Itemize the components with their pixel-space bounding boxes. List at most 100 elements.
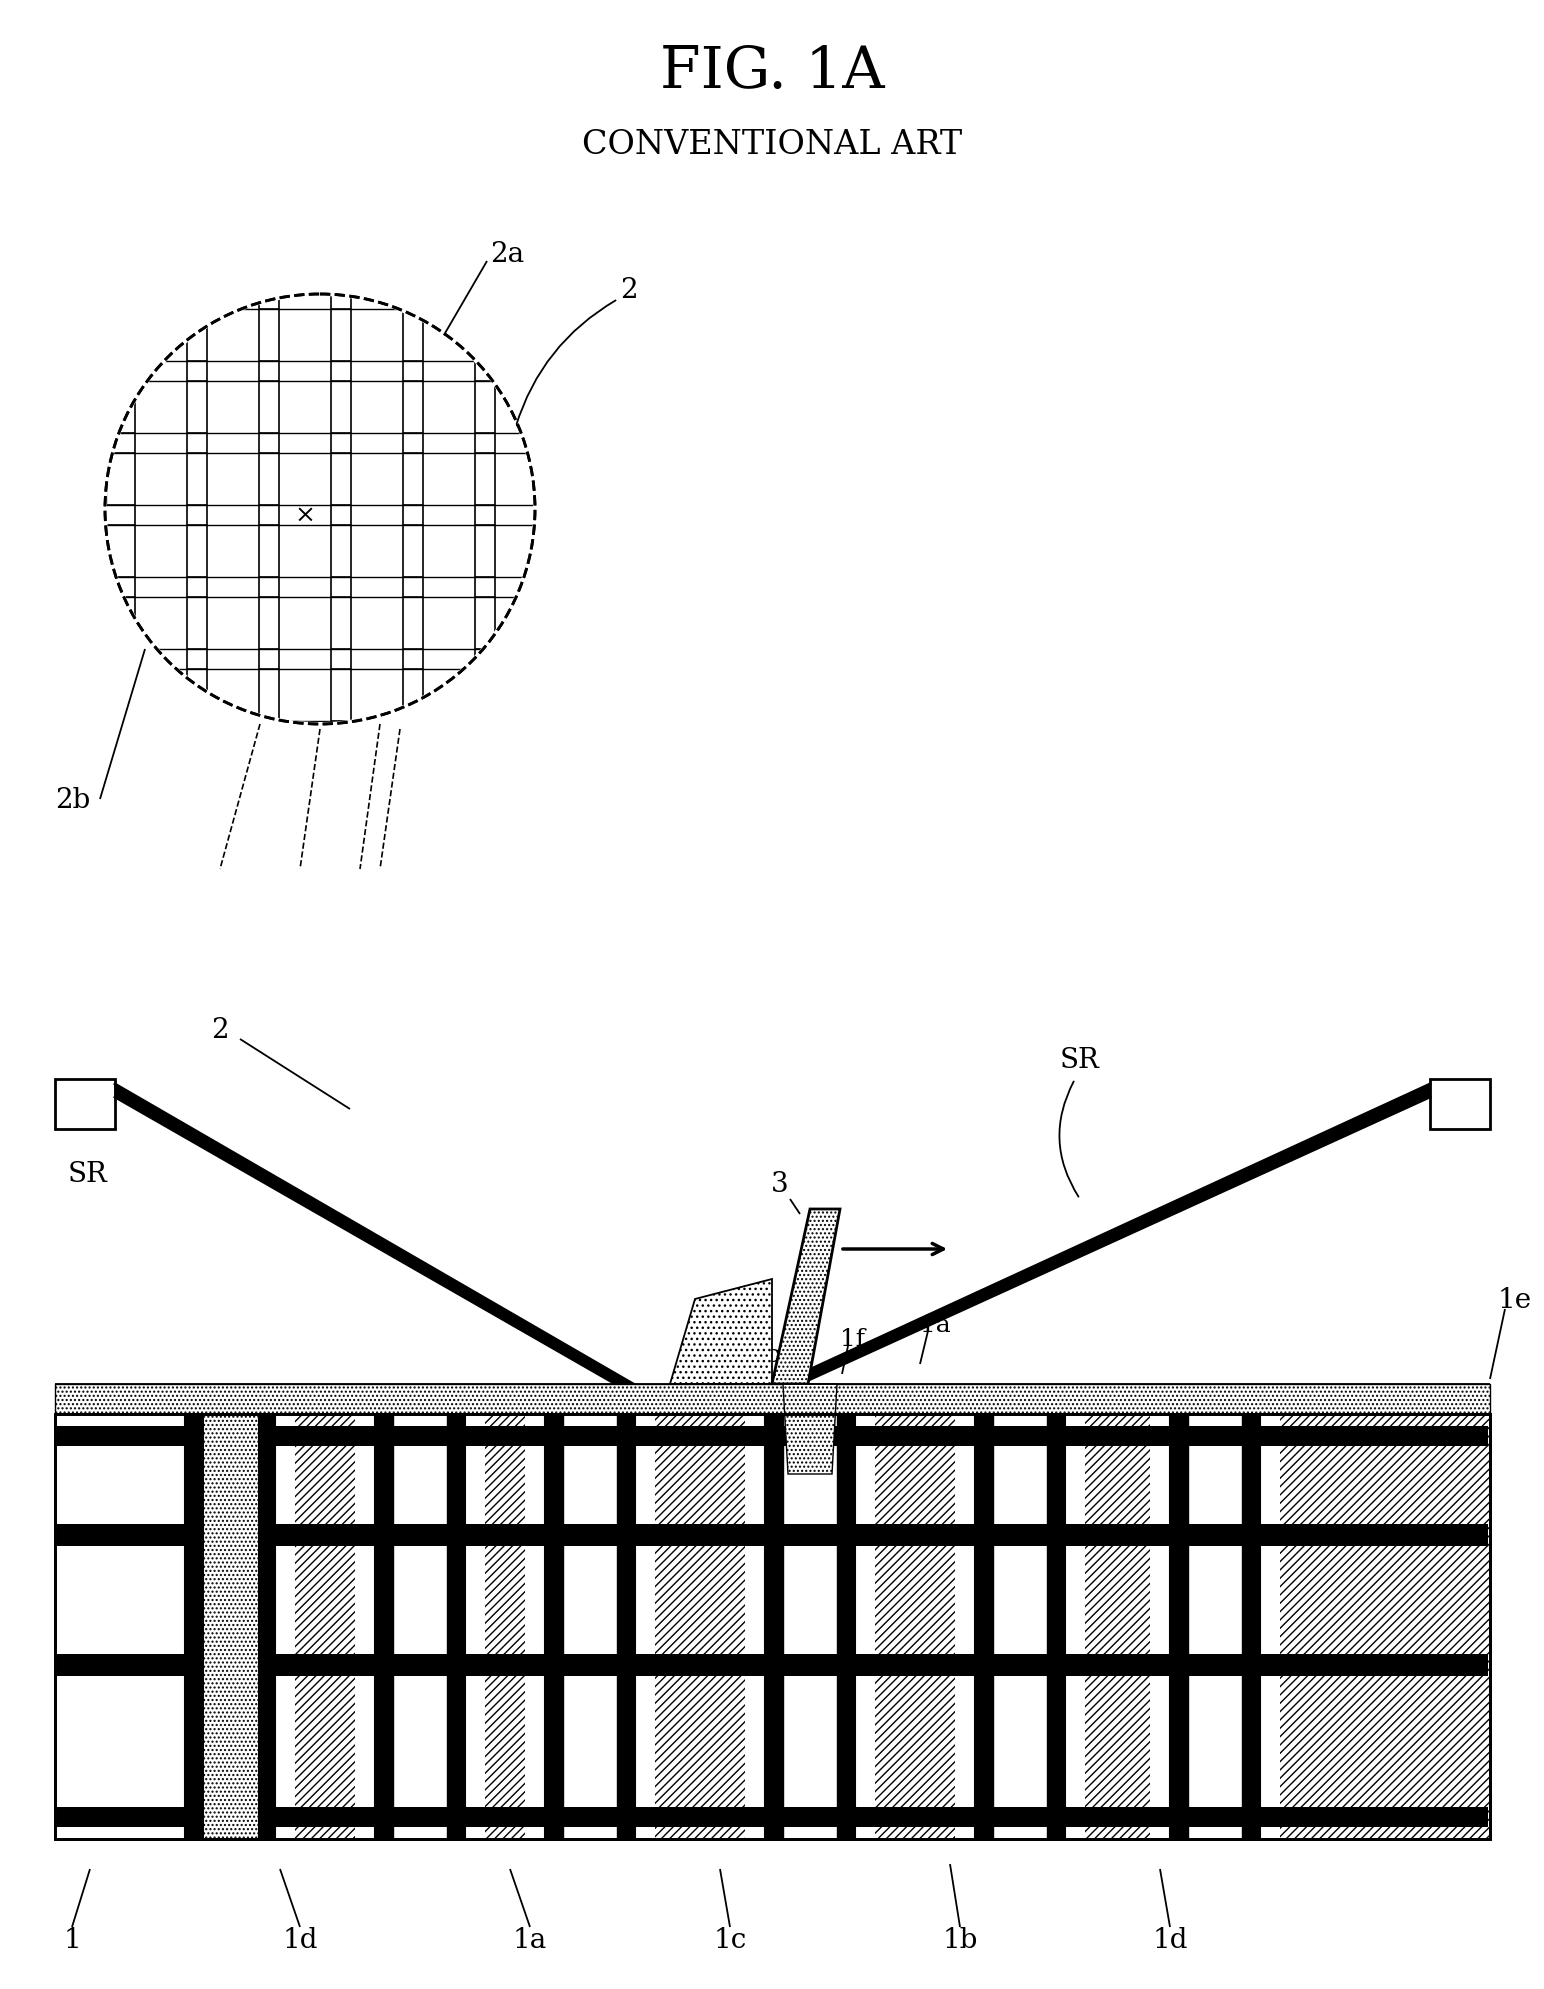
Bar bbox=[1150, 1655, 1282, 1677]
Bar bbox=[375, 1414, 394, 1840]
Bar bbox=[837, 1414, 855, 1840]
Bar bbox=[1047, 1414, 1065, 1840]
Text: 3: 3 bbox=[770, 1172, 789, 1197]
Bar bbox=[107, 453, 534, 505]
Polygon shape bbox=[679, 1084, 1430, 1422]
Text: 1: 1 bbox=[63, 1925, 80, 1953]
Bar bbox=[1430, 1080, 1490, 1130]
Bar bbox=[202, 1414, 258, 1840]
Bar bbox=[107, 599, 534, 650]
Text: 1c: 1c bbox=[750, 1343, 780, 1366]
Bar bbox=[764, 1414, 783, 1840]
Text: 1d: 1d bbox=[1152, 1925, 1187, 1953]
Bar bbox=[56, 1080, 114, 1130]
Bar bbox=[107, 310, 534, 362]
Bar bbox=[355, 1414, 485, 1840]
Bar bbox=[746, 1655, 875, 1677]
Bar bbox=[746, 1426, 875, 1446]
Bar bbox=[107, 670, 534, 722]
Bar bbox=[107, 525, 534, 577]
Bar bbox=[56, 1414, 1490, 1840]
Text: SR: SR bbox=[68, 1162, 108, 1187]
Polygon shape bbox=[772, 1209, 840, 1384]
Bar bbox=[56, 1384, 1490, 1414]
Bar bbox=[956, 1524, 1085, 1545]
Bar bbox=[746, 1808, 875, 1828]
Bar bbox=[423, 296, 476, 724]
Bar bbox=[448, 1414, 465, 1840]
Polygon shape bbox=[783, 1384, 837, 1474]
Text: 1c: 1c bbox=[713, 1925, 747, 1953]
Text: 1b: 1b bbox=[942, 1925, 977, 1953]
Bar bbox=[525, 1414, 655, 1840]
Text: 1d: 1d bbox=[283, 1925, 318, 1953]
Bar bbox=[57, 1524, 1488, 1545]
Text: 2b: 2b bbox=[56, 786, 90, 814]
Text: 2: 2 bbox=[212, 1016, 229, 1042]
Bar bbox=[207, 296, 259, 724]
Bar bbox=[525, 1655, 656, 1677]
Bar bbox=[746, 1524, 875, 1545]
Bar bbox=[165, 1414, 295, 1840]
Bar bbox=[1150, 1524, 1282, 1545]
Bar bbox=[1150, 1414, 1280, 1840]
Bar bbox=[56, 1384, 679, 1414]
Bar bbox=[165, 1655, 296, 1677]
Bar bbox=[746, 1414, 875, 1840]
Bar bbox=[525, 1524, 656, 1545]
Text: FIG. 1A: FIG. 1A bbox=[659, 44, 885, 99]
Bar bbox=[974, 1414, 993, 1840]
Bar bbox=[202, 1414, 258, 1840]
Bar bbox=[185, 1414, 202, 1840]
Bar bbox=[1170, 1414, 1187, 1840]
Bar bbox=[496, 296, 547, 724]
Text: ×: × bbox=[295, 503, 315, 527]
Circle shape bbox=[107, 296, 533, 722]
Bar bbox=[165, 1808, 296, 1828]
Bar bbox=[56, 1414, 185, 1840]
Text: 1a: 1a bbox=[920, 1313, 951, 1337]
Bar bbox=[355, 1655, 486, 1677]
Bar bbox=[107, 453, 534, 505]
Bar bbox=[783, 1414, 838, 1840]
Bar bbox=[355, 1524, 486, 1545]
Bar bbox=[618, 1414, 635, 1840]
Bar bbox=[57, 1655, 1488, 1677]
Bar bbox=[525, 1426, 656, 1446]
Bar bbox=[1150, 1426, 1282, 1446]
Bar bbox=[956, 1655, 1085, 1677]
Polygon shape bbox=[670, 1279, 772, 1384]
Bar bbox=[993, 1414, 1048, 1840]
Bar bbox=[525, 1808, 656, 1828]
Bar bbox=[57, 1426, 1488, 1446]
Text: 2a: 2a bbox=[489, 241, 523, 269]
Bar bbox=[956, 1808, 1085, 1828]
Bar bbox=[1150, 1808, 1282, 1828]
Bar bbox=[134, 296, 187, 724]
Text: 1e: 1e bbox=[1498, 1285, 1532, 1313]
Text: 1a: 1a bbox=[513, 1925, 547, 1953]
Bar bbox=[57, 1808, 1488, 1828]
Bar bbox=[56, 1414, 1490, 1840]
Bar bbox=[107, 670, 534, 722]
Bar bbox=[956, 1414, 1085, 1840]
Bar bbox=[564, 1414, 618, 1840]
Bar bbox=[107, 382, 534, 434]
Text: 2: 2 bbox=[621, 276, 638, 304]
Bar bbox=[545, 1414, 564, 1840]
Bar bbox=[1187, 1414, 1243, 1840]
Bar bbox=[355, 1426, 486, 1446]
Text: SR: SR bbox=[1061, 1046, 1099, 1072]
Bar bbox=[107, 382, 534, 434]
Bar bbox=[256, 1414, 275, 1840]
Polygon shape bbox=[114, 1084, 679, 1422]
Bar bbox=[279, 296, 330, 724]
Bar bbox=[355, 1808, 486, 1828]
Bar bbox=[956, 1426, 1085, 1446]
Bar bbox=[165, 1524, 296, 1545]
Bar bbox=[107, 525, 534, 577]
Bar bbox=[394, 1414, 448, 1840]
Bar bbox=[1241, 1414, 1260, 1840]
Text: CONVENTIONAL ART: CONVENTIONAL ART bbox=[582, 129, 962, 161]
Bar bbox=[165, 1426, 296, 1446]
